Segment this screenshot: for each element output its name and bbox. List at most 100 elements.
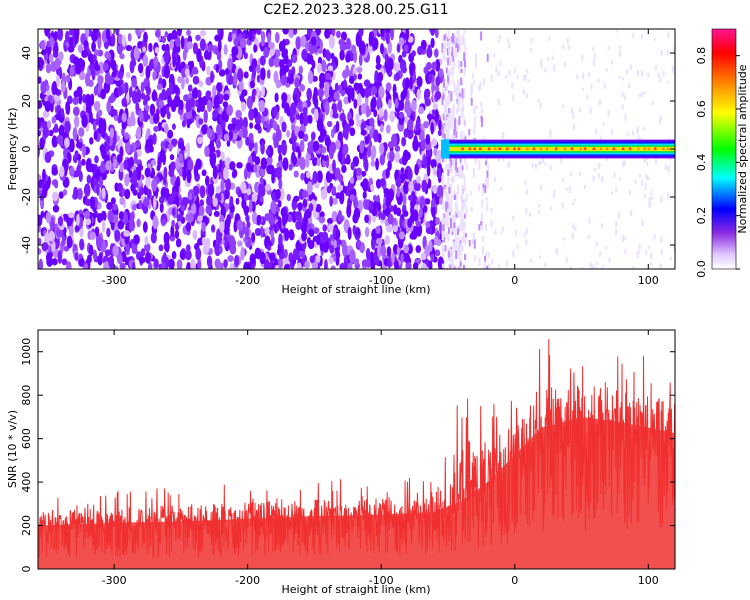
transition-cell — [484, 255, 487, 265]
signal-peak-cell — [666, 147, 670, 151]
noise-cell — [213, 94, 220, 109]
noise-cell — [327, 65, 334, 72]
noise-cell — [254, 142, 258, 155]
noise-cell — [158, 244, 164, 252]
spectrogram-x-tick-label: -300 — [102, 274, 127, 287]
faint-cell — [603, 82, 606, 89]
noise-cell — [245, 214, 250, 223]
noise-cell — [254, 123, 261, 130]
noise-cell — [421, 179, 428, 193]
colorbar-tick-label: 0.0 — [695, 260, 708, 278]
noise-cell — [435, 90, 442, 100]
noise-cell — [170, 224, 175, 237]
faint-cell — [540, 64, 543, 69]
noise-cell — [429, 29, 436, 36]
noise-cell — [153, 113, 159, 124]
faint-cell — [508, 70, 511, 76]
transition-cell — [453, 83, 456, 94]
noise-cell — [277, 216, 282, 229]
transition-cell — [460, 68, 463, 73]
faint-cell — [507, 161, 510, 169]
noise-cell — [328, 35, 335, 49]
transition-cell — [449, 35, 452, 42]
noise-cell — [411, 50, 416, 57]
transition-cell — [455, 119, 458, 128]
noise-cell — [46, 256, 53, 267]
noise-cell — [57, 29, 64, 41]
noise-cell — [150, 232, 157, 244]
transition-cell — [458, 88, 461, 97]
transition-cell — [473, 239, 476, 249]
noise-cell — [218, 245, 223, 254]
noise-cell — [299, 83, 306, 92]
noise-cell — [259, 225, 264, 238]
noise-cell — [206, 193, 213, 207]
noise-cell — [278, 178, 283, 190]
noise-cell — [379, 142, 385, 155]
faint-cell — [643, 126, 646, 131]
noise-cell — [187, 84, 193, 92]
noise-cell — [353, 82, 360, 91]
noise-cell — [223, 93, 230, 101]
faint-cell — [548, 36, 551, 42]
noise-cell — [293, 170, 299, 178]
noise-cell — [57, 250, 63, 264]
noise-cell — [407, 118, 414, 131]
noise-cell — [185, 249, 192, 261]
transition-cell — [481, 236, 484, 242]
noise-cell — [276, 161, 283, 170]
faint-cell — [587, 235, 590, 240]
transition-cell — [468, 129, 471, 136]
noise-cell — [430, 37, 435, 48]
noise-cell — [270, 200, 277, 214]
noise-cell — [335, 228, 341, 240]
transition-cell — [477, 184, 480, 192]
noise-cell — [272, 108, 277, 116]
transition-cell — [461, 191, 464, 200]
transition-cell — [444, 210, 447, 219]
noise-cell — [287, 75, 294, 85]
noise-cell — [64, 137, 70, 149]
faint-cell — [598, 162, 601, 170]
faint-cell — [598, 99, 601, 106]
noise-cell — [67, 45, 75, 53]
noise-cell — [227, 58, 233, 71]
transition-cell — [448, 162, 451, 170]
transition-cell — [450, 189, 453, 195]
transition-cell — [450, 159, 453, 168]
noise-cell — [324, 29, 331, 39]
faint-cell — [525, 93, 528, 99]
noise-cell — [240, 181, 247, 194]
noise-cell — [259, 55, 266, 66]
noise-cell — [163, 65, 171, 79]
noise-cell — [334, 167, 341, 180]
noise-cell — [225, 178, 232, 192]
noise-cell — [206, 99, 213, 112]
noise-cell — [391, 133, 398, 147]
noise-cell — [298, 250, 305, 258]
noise-cell — [266, 69, 271, 80]
noise-cell — [210, 224, 216, 233]
noise-cell — [105, 135, 111, 146]
noise-cell — [291, 54, 298, 64]
noise-cell — [360, 103, 368, 115]
faint-cell — [563, 237, 566, 241]
noise-cell — [48, 36, 55, 47]
noise-cell — [218, 59, 223, 71]
noise-cell — [145, 174, 151, 189]
faint-cell — [613, 172, 616, 179]
transition-cell — [463, 88, 466, 98]
noise-cell — [41, 49, 47, 56]
noise-cell — [133, 234, 140, 245]
noise-cell — [123, 159, 129, 170]
faint-cell — [544, 162, 547, 166]
transition-cell — [454, 225, 457, 235]
faint-cell — [497, 155, 500, 162]
noise-cell — [121, 34, 127, 47]
spectrogram-x-ticks: -300 -200 -100 0 100 — [102, 29, 659, 287]
noise-cell — [420, 263, 428, 269]
transition-cell — [460, 106, 463, 117]
faint-cell — [544, 67, 547, 73]
faint-cell — [641, 219, 644, 227]
